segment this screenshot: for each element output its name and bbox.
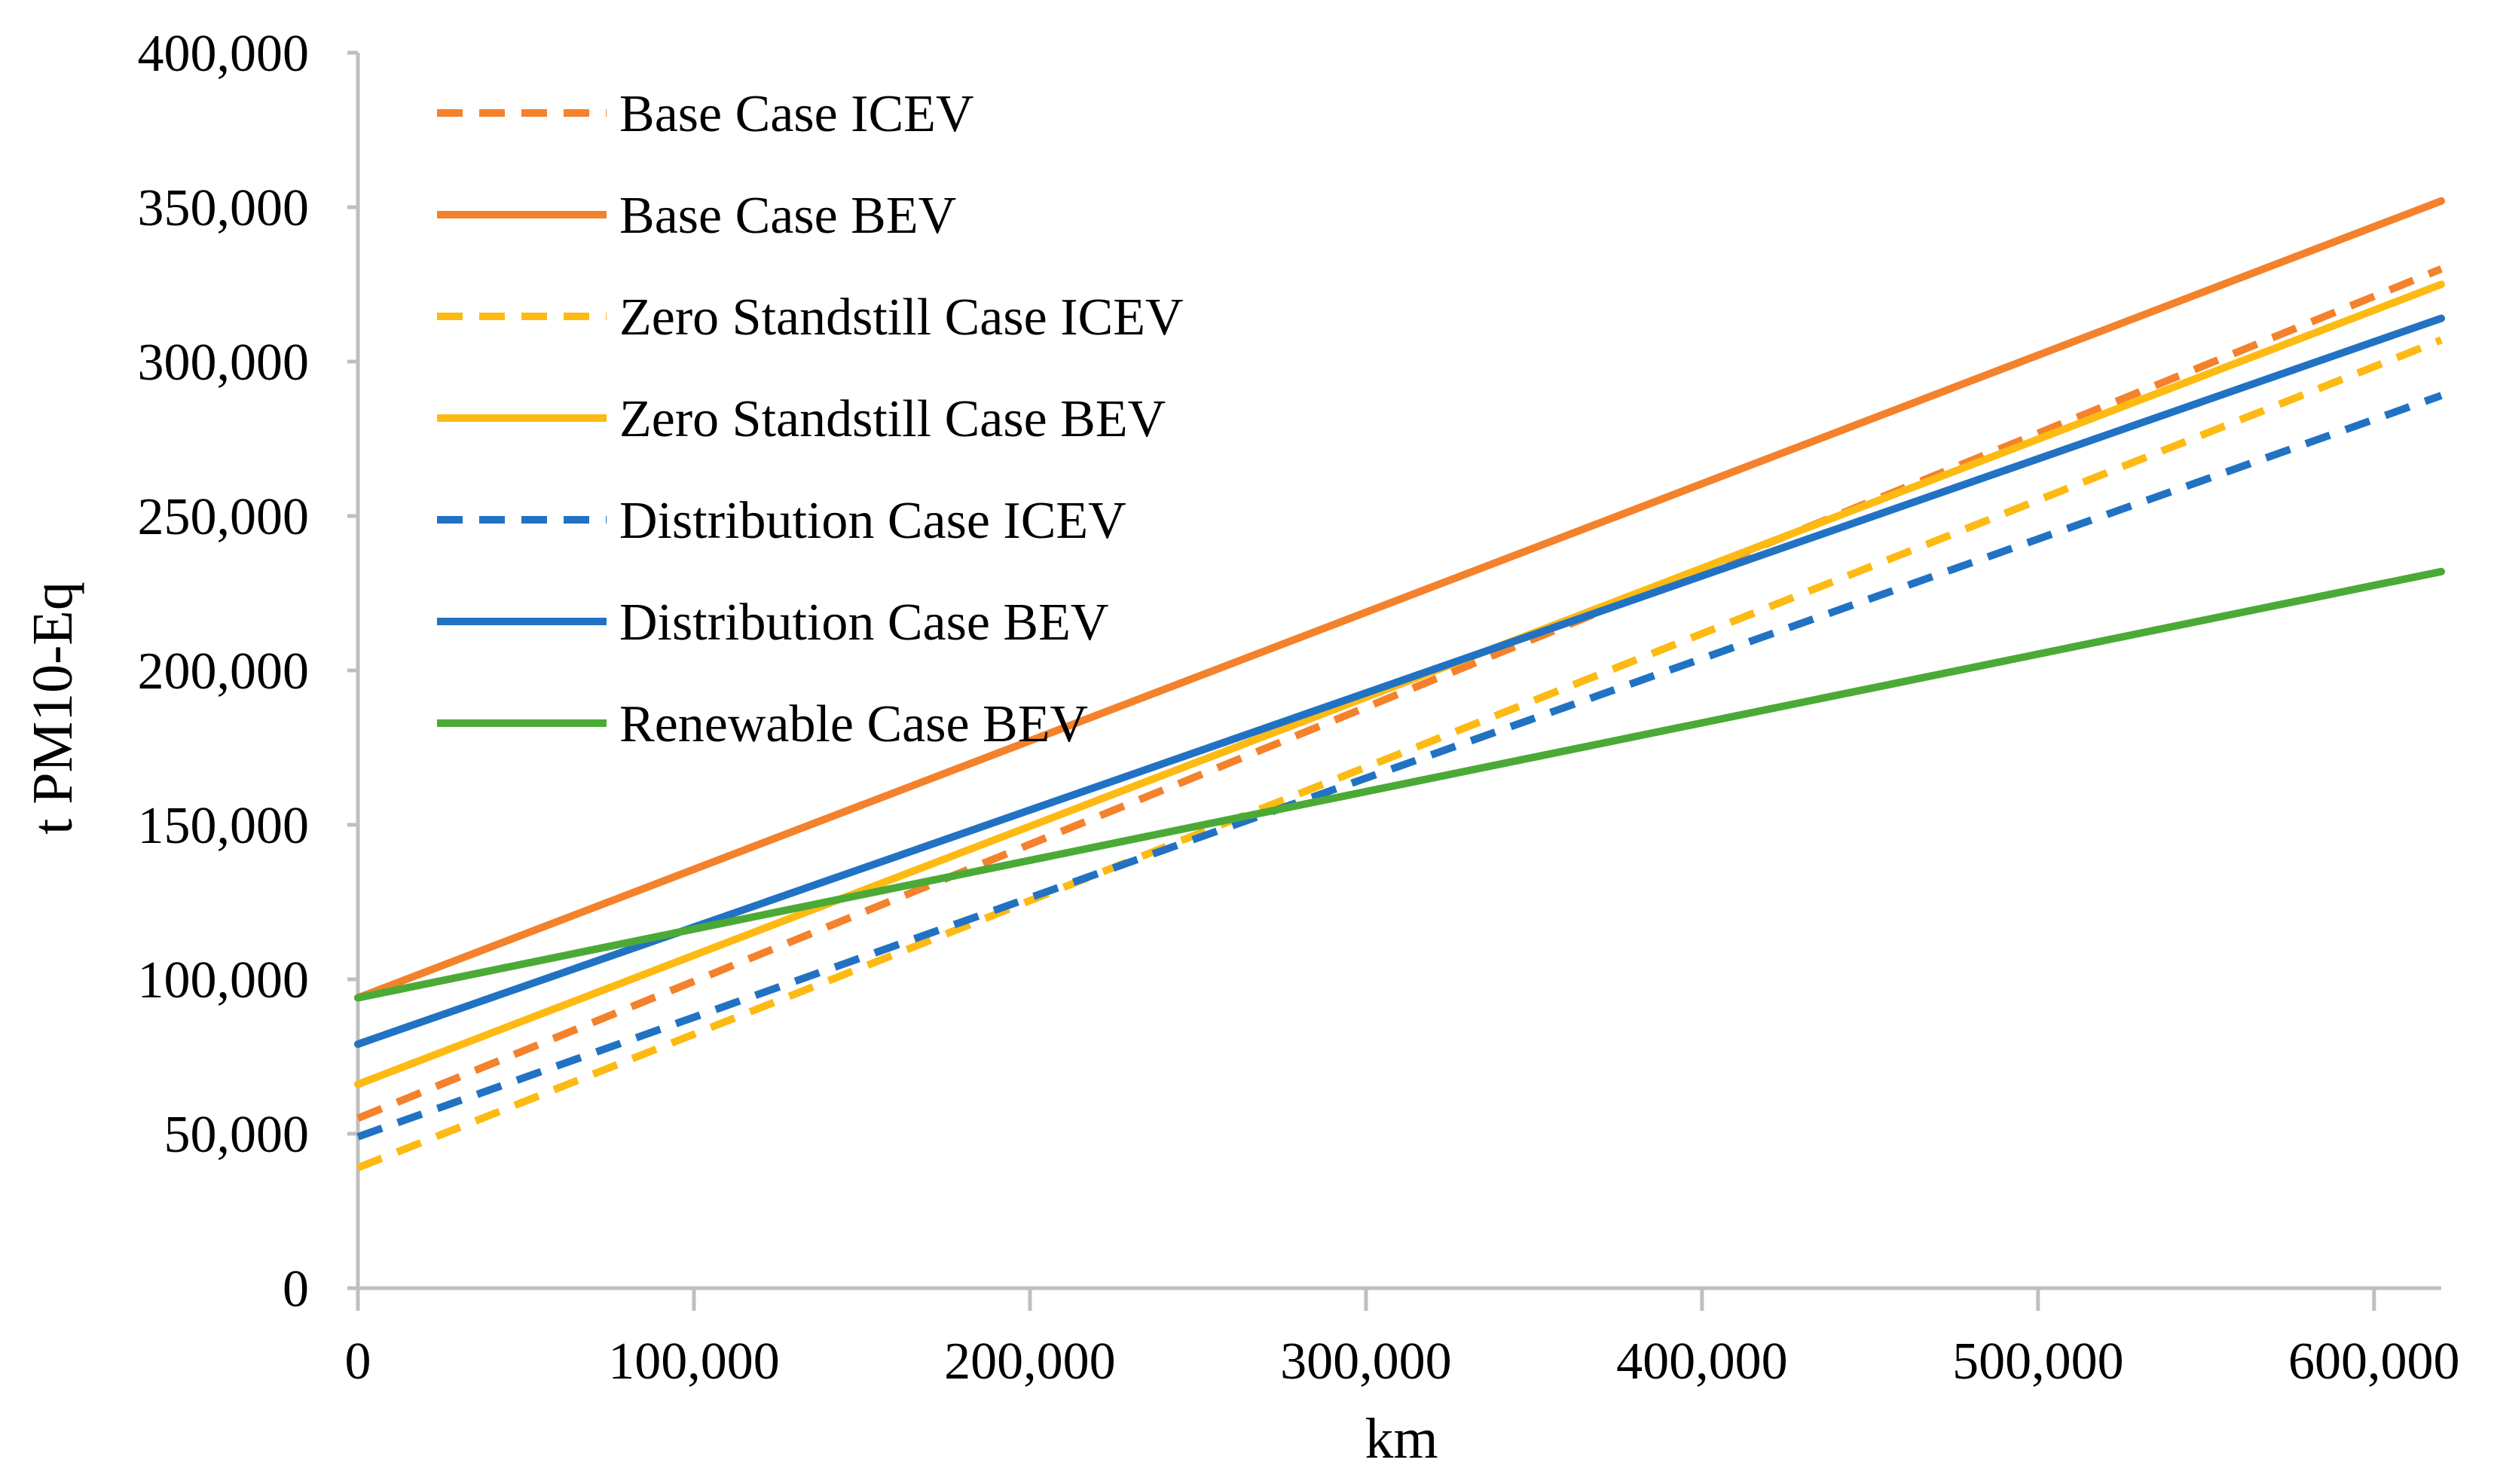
- y-tick-label: 300,000: [138, 334, 310, 392]
- y-tick-label: 100,000: [138, 951, 310, 1009]
- legend-item-distribution-case-icev: Distribution Case ICEV: [437, 492, 1126, 550]
- y-tick-label: 250,000: [138, 488, 310, 546]
- series-line-zero-standstill-case-icev: [356, 336, 2443, 1171]
- x-tick-label: 400,000: [1616, 1333, 1788, 1391]
- y-tick-label: 200,000: [138, 643, 310, 701]
- legend-label: Distribution Case ICEV: [619, 492, 1126, 550]
- y-tick-label: 50,000: [164, 1106, 310, 1164]
- y-tick-label: 150,000: [138, 797, 310, 855]
- legend-item-renewable-case-bev: Renewable Case BEV: [437, 695, 1088, 753]
- legend: Base Case ICEV Base Case BEV Zero Standsti…: [437, 85, 1184, 753]
- legend-item-base-case-bev: Base Case BEV: [437, 187, 956, 245]
- legend-label: Zero Standstill Case BEV: [619, 390, 1166, 448]
- x-axis-ticks: 0 100,000 200,000 300,000 400,000 500,000 600,…: [345, 1288, 2460, 1391]
- legend-item-distribution-case-bev: Distribution Case BEV: [437, 594, 1108, 652]
- x-tick-label: 200,000: [944, 1333, 1116, 1391]
- y-axis-ticks: 0 50,000 100,000 150,000 200,000 250,000 300,0…: [138, 25, 358, 1318]
- legend-item-zero-standstill-case-bev: Zero Standstill Case BEV: [437, 390, 1166, 448]
- x-tick-label: 600,000: [2288, 1333, 2460, 1391]
- y-tick-label: 350,000: [138, 179, 310, 237]
- y-tick-label: 0: [283, 1260, 309, 1318]
- legend-label: Distribution Case BEV: [619, 594, 1108, 652]
- legend-item-base-case-icev: Base Case ICEV: [437, 85, 973, 143]
- x-tick-label: 500,000: [1952, 1333, 2124, 1391]
- series-line-base-case-bev: [354, 197, 2445, 1002]
- x-tick-label: 300,000: [1280, 1333, 1452, 1391]
- x-tick-label: 0: [345, 1333, 371, 1391]
- x-tick-label: 100,000: [608, 1333, 780, 1391]
- y-tick-label: 400,000: [138, 25, 310, 83]
- legend-item-zero-standstill-case-icev: Zero Standstill Case ICEV: [437, 289, 1184, 347]
- series-line-distribution-case-icev: [356, 392, 2443, 1140]
- x-axis-title: km: [1365, 1407, 1438, 1470]
- series-line-renewable-case-bev: [354, 567, 2445, 1002]
- series-lines: [354, 197, 2445, 1171]
- series-line-base-case-icev: [356, 265, 2443, 1122]
- axes: 0 50,000 100,000 150,000 200,000 250,000 300,0…: [21, 25, 2460, 1470]
- legend-label: Zero Standstill Case ICEV: [619, 289, 1184, 347]
- legend-label: Renewable Case BEV: [619, 695, 1088, 753]
- legend-label: Base Case ICEV: [619, 85, 973, 143]
- legend-label: Base Case BEV: [619, 187, 956, 245]
- y-axis-title: t PM10-Eq: [21, 582, 84, 835]
